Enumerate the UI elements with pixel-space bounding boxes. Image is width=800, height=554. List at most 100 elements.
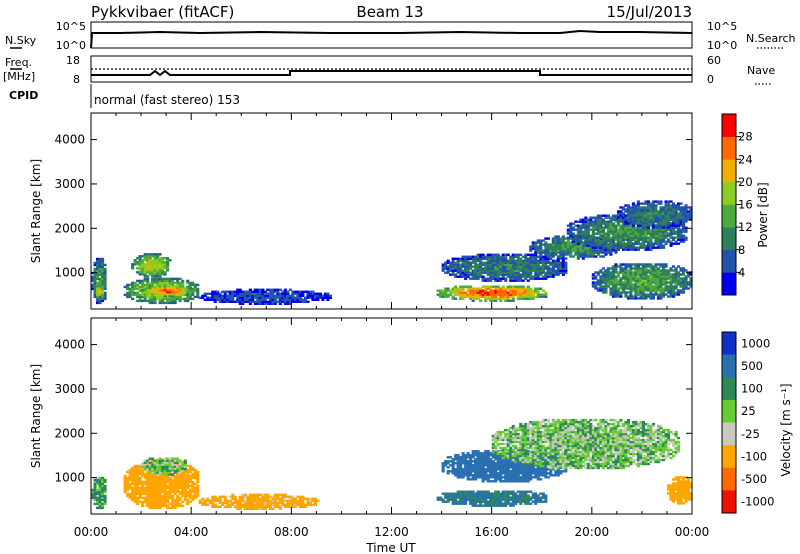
heatmap-cell	[599, 287, 603, 290]
heatmap-cell	[569, 224, 573, 227]
heatmap-cell	[161, 301, 165, 305]
heatmap-cell	[631, 273, 635, 276]
heatmap-cell	[551, 271, 555, 274]
heatmap-cell	[148, 482, 152, 486]
heatmap-cell	[664, 232, 668, 235]
heatmap-cell	[614, 232, 618, 235]
heatmap-cell	[241, 493, 245, 496]
heatmap-cell	[629, 210, 633, 213]
heatmap-cell	[604, 242, 608, 245]
heatmap-cell	[554, 247, 558, 250]
heatmap-cell	[148, 457, 152, 460]
heatmap-cell	[664, 228, 668, 231]
heatmap-cell	[183, 467, 187, 470]
heatmap-cell	[649, 232, 653, 235]
heatmap-cell	[173, 463, 177, 466]
heatmap-cell	[531, 492, 535, 495]
heatmap-cell	[481, 263, 485, 266]
heatmap-cell	[651, 234, 655, 237]
heatmap-cell	[579, 224, 583, 227]
heatmap-cell	[536, 291, 540, 294]
heatmap-cell	[158, 496, 162, 500]
heatmap-cell	[594, 236, 598, 239]
heatmap-cell	[672, 242, 676, 245]
heatmap-cell	[153, 255, 157, 258]
heatmap-cell	[644, 246, 648, 249]
heatmap-cell	[486, 265, 490, 268]
heatmap-cell	[449, 263, 453, 266]
heatmap-cell	[544, 259, 548, 262]
heatmap-cell	[604, 281, 608, 284]
heatmap-cell	[514, 269, 518, 272]
heatmap-cell	[599, 283, 603, 286]
heatmap-cell	[591, 242, 595, 245]
heatmap-cell	[574, 245, 578, 248]
heatmap-cell	[263, 292, 267, 295]
heatmap-cell	[481, 291, 485, 294]
heatmap-cell	[166, 490, 170, 494]
heatmap-cell	[571, 245, 575, 248]
heatmap-cell	[258, 290, 262, 293]
heatmap-cell	[176, 498, 180, 502]
heatmap-cell	[136, 498, 140, 502]
heatmap-cell	[619, 210, 623, 213]
heatmap-cell	[634, 269, 638, 272]
heatmap-cell	[609, 289, 613, 292]
heatmap-cell	[649, 263, 653, 266]
heatmap-cell	[644, 212, 648, 215]
heatmap-cell	[141, 480, 145, 484]
heatmap-cell	[682, 291, 686, 294]
heatmap-cell	[131, 263, 135, 266]
heatmap-cell	[551, 275, 555, 278]
heatmap-cell	[316, 296, 320, 299]
heatmap-cell	[186, 285, 190, 289]
heatmap-cell	[181, 480, 185, 484]
heatmap-cell	[504, 492, 508, 495]
heatmap-cell	[639, 238, 643, 241]
heatmap-cell	[544, 295, 548, 298]
heatmap-cell	[529, 287, 533, 290]
heatmap-cell	[221, 298, 225, 301]
heatmap-cell	[286, 499, 290, 502]
heatmap-cell	[464, 458, 468, 461]
heatmap-cell	[133, 488, 137, 492]
heatmap-cell	[599, 277, 603, 280]
heatmap-cell	[594, 275, 598, 278]
heatmap-cell	[626, 214, 630, 217]
heatmap-cell	[176, 484, 180, 488]
heatmap-cell	[561, 269, 565, 272]
heatmap-cell	[489, 271, 493, 274]
heatmap-cell	[634, 297, 638, 300]
heatmap-cell	[611, 267, 615, 270]
heatmap-cell	[669, 234, 673, 237]
heatmap-cell	[677, 208, 681, 211]
heatmap-cell	[491, 492, 495, 495]
heatmap-cell	[464, 466, 468, 469]
heatmap-cell	[576, 236, 580, 239]
heatmap-cell	[494, 293, 498, 296]
heatmap-cell	[163, 295, 167, 298]
heatmap-cell	[151, 459, 155, 462]
heatmap-cell	[153, 291, 157, 295]
heatmap-cell	[576, 226, 580, 229]
heatmap-cell	[561, 249, 565, 252]
heatmap-cell	[196, 484, 200, 488]
heatmap-cell	[601, 289, 605, 292]
heatmap-cell	[634, 232, 638, 235]
heatmap-cell	[491, 263, 495, 266]
heatmap-cell	[571, 234, 575, 237]
heatmap-cell	[599, 218, 603, 221]
heatmap-cell	[101, 257, 105, 261]
heatmap-cell	[634, 238, 638, 241]
heatmap-cell	[621, 222, 625, 225]
heatmap-cell	[464, 257, 468, 260]
heatmap-cell	[576, 247, 580, 250]
heatmap-cell	[103, 478, 107, 482]
heatmap-cell	[689, 218, 693, 221]
heatmap-cell	[649, 212, 653, 215]
heatmap-cell	[651, 236, 655, 239]
heatmap-cell	[531, 255, 535, 258]
heatmap-cell	[156, 283, 160, 287]
heatmap-cell	[171, 488, 175, 492]
heatmap-cell	[98, 480, 102, 484]
